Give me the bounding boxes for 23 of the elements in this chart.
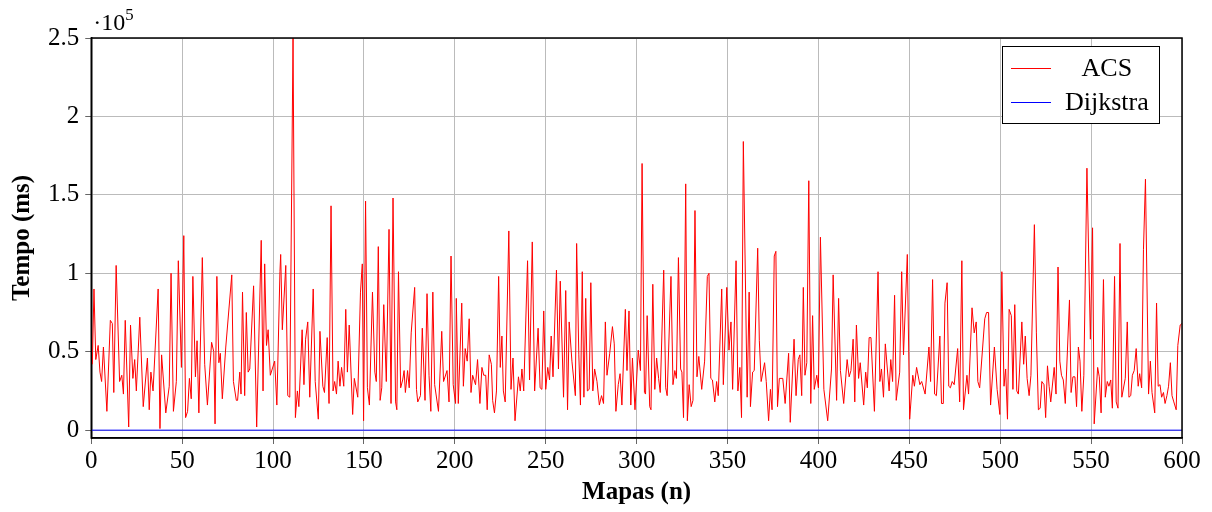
x-tick-label: 550 — [1072, 445, 1110, 473]
x-tick-label: 0 — [85, 445, 98, 473]
x-tick-label: 250 — [526, 445, 565, 473]
x-tick-label: 100 — [254, 445, 292, 473]
y-tick-label: 0 — [66, 414, 80, 442]
y-tick-label: 2.5 — [48, 22, 80, 50]
x-tick-label: 200 — [436, 445, 474, 473]
y-tick-label: 1 — [66, 257, 80, 285]
x-tick-label: 400 — [799, 445, 838, 473]
y-tick-label: 0.5 — [48, 336, 80, 364]
x-tick-label: 350 — [708, 445, 747, 473]
x-tick-label: 500 — [981, 445, 1019, 473]
x-tick-label: 50 — [169, 445, 195, 473]
x-tick-label: 150 — [345, 445, 383, 473]
y-tick-label: 2 — [66, 100, 80, 128]
x-tick-label: 300 — [617, 445, 656, 473]
x-tick-label: 450 — [890, 445, 929, 473]
y-axis-title: Tempo (ms) — [7, 174, 36, 302]
legend-label: ACS — [1080, 52, 1134, 84]
x-tick-label: 600 — [1163, 445, 1201, 473]
x-axis-title: Mapas (n) — [582, 477, 692, 506]
y-tick-label: 1.5 — [48, 179, 80, 207]
legend-label: Dijkstra — [1065, 86, 1149, 118]
